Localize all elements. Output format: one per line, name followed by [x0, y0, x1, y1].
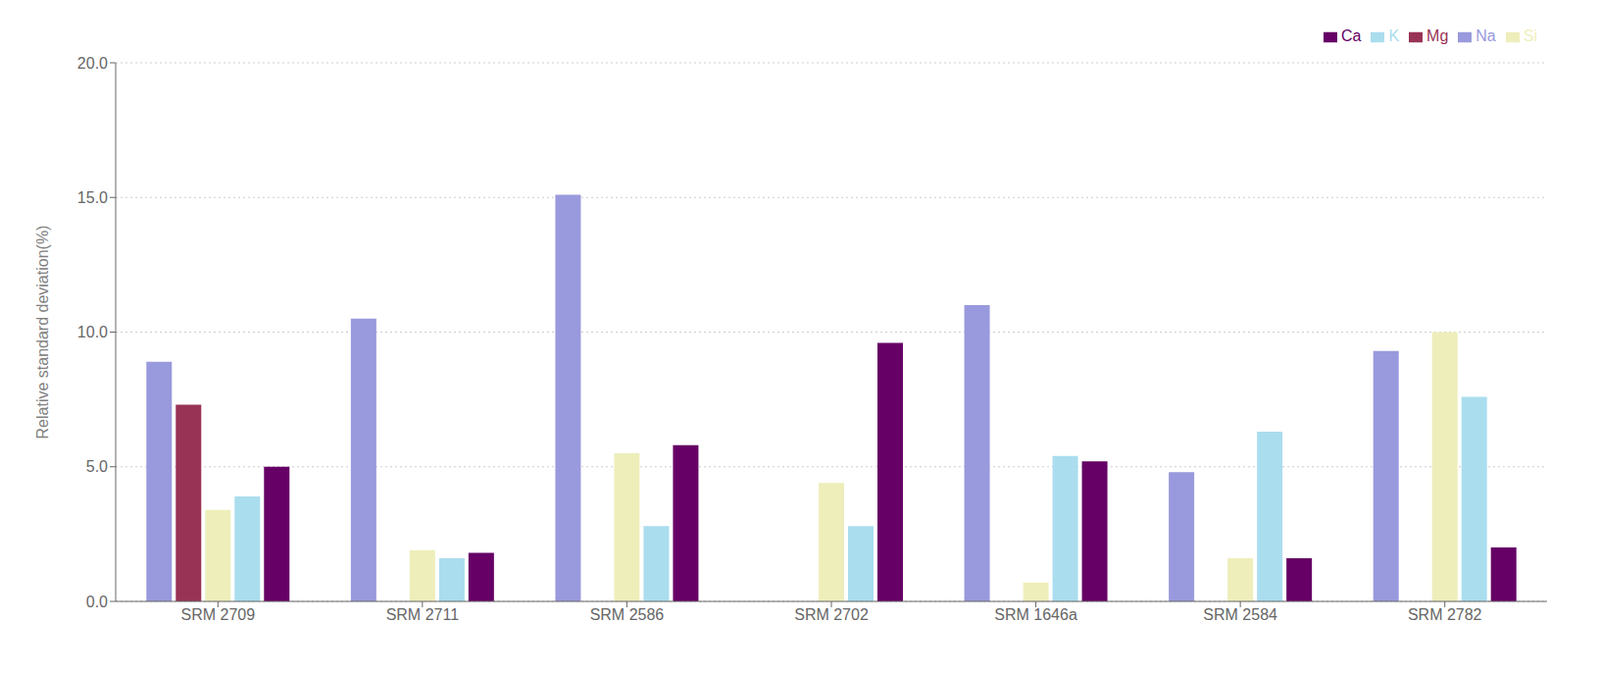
- svg-text:5.0: 5.0: [86, 457, 108, 475]
- html-text:K: K: [1388, 27, 1400, 45]
- svg-text:SRM 2709: SRM 2709: [180, 605, 255, 623]
- svg-text:Relative standard deviation(%): Relative standard deviation(%): [34, 225, 51, 440]
- svg-text:SRM 2782: SRM 2782: [1407, 605, 1483, 623]
- svg-text:SRM 2702: SRM 2702: [794, 605, 869, 623]
- svg-text:SRM 2586: SRM 2586: [590, 605, 665, 623]
- html-text:Si: Si: [1523, 27, 1538, 45]
- svg-text:SRM 2584: SRM 2584: [1202, 605, 1278, 623]
- svg-text:20.0: 20.0: [77, 54, 108, 72]
- svg-text:10.0: 10.0: [77, 323, 108, 341]
- svg-text:SRM 2711: SRM 2711: [386, 605, 460, 623]
- svg-text:15.0: 15.0: [77, 189, 108, 206]
- svg-text:0.0: 0.0: [86, 593, 108, 610]
- svg-text:SRM 1646a: SRM 1646a: [994, 605, 1078, 623]
- html-text:Mg: Mg: [1426, 27, 1449, 45]
- html-text:Ca: Ca: [1341, 27, 1362, 45]
- html-text:Na: Na: [1475, 27, 1496, 45]
